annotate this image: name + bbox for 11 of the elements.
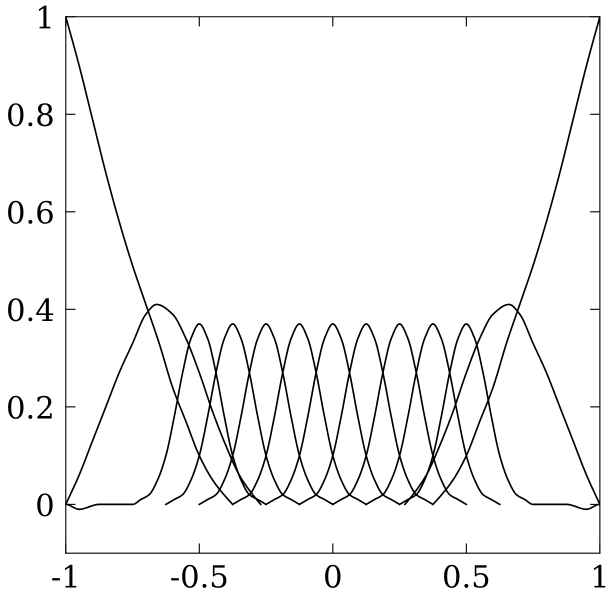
y-tick-label: 1 bbox=[38, 6, 50, 28]
x-tick-label: 1 bbox=[594, 564, 606, 588]
x-tick-label: 0.5 bbox=[444, 564, 488, 588]
y-tick-label: 0 bbox=[37, 493, 53, 516]
y-tick-label: 0.2 bbox=[8, 396, 52, 419]
y-tick-label: 0.6 bbox=[8, 200, 53, 224]
x-tick-label: 0 bbox=[325, 564, 341, 588]
x-tick-label: -0.5 bbox=[171, 564, 226, 588]
y-tick-label: 0.8 bbox=[8, 103, 53, 126]
x-tick-label: -1 bbox=[52, 564, 76, 588]
y-tick-label: 0.4 bbox=[8, 298, 54, 322]
